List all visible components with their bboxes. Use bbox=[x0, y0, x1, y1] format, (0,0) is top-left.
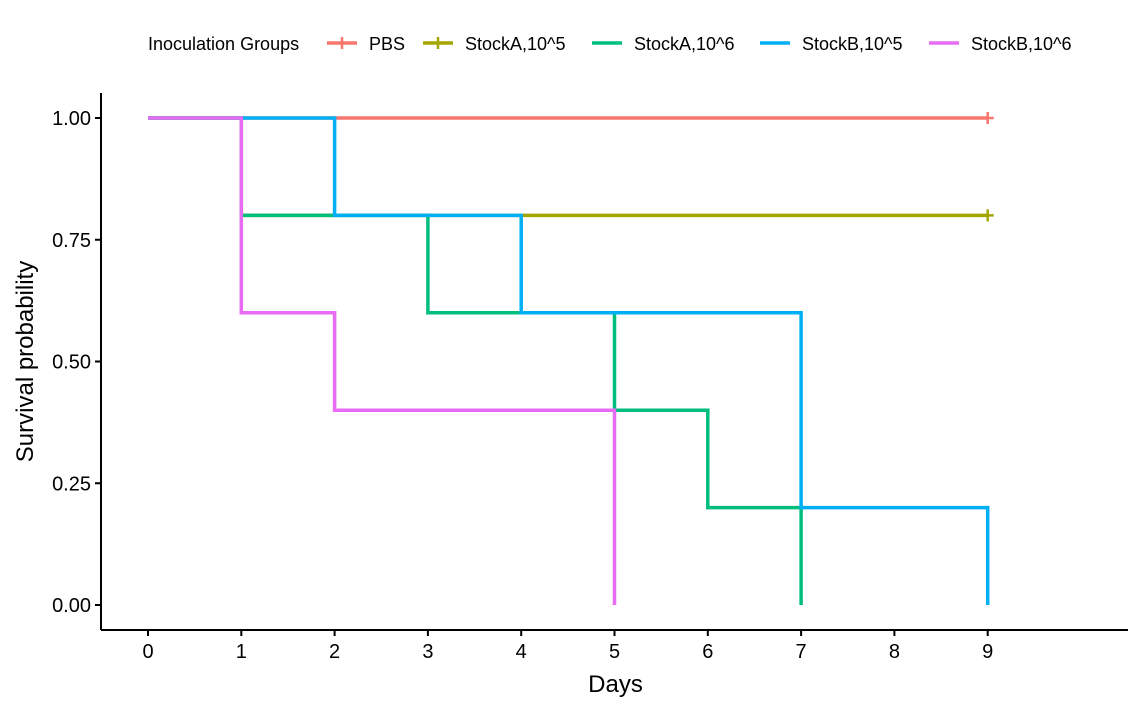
censor-mark bbox=[981, 209, 994, 222]
axes: 0.00 0.25 0.50 0.75 1.00 0 1 2 3 4 5 6 7 8 9 bbox=[52, 93, 1128, 663]
censor-mark bbox=[981, 112, 994, 124]
x-tick-label: 9 bbox=[982, 641, 993, 663]
series-line bbox=[148, 116, 803, 605]
series-1 bbox=[148, 116, 994, 222]
series-line bbox=[148, 116, 617, 605]
x-tick-label: 1 bbox=[236, 641, 247, 663]
legend: Inoculation Groups PBS StockA,10^5 StockA,… bbox=[148, 34, 1072, 54]
legend-label: StockA,10^5 bbox=[465, 34, 566, 54]
legend-item: StockA,10^5 bbox=[423, 34, 566, 54]
y-tick-label: 0.75 bbox=[52, 230, 91, 252]
x-tick-label: 6 bbox=[702, 641, 713, 663]
legend-item: StockA,10^6 bbox=[592, 34, 735, 54]
x-tick-label: 0 bbox=[142, 641, 153, 663]
series-line bbox=[148, 116, 988, 218]
x-tick-label: 2 bbox=[329, 641, 340, 663]
y-tick-label: 1.00 bbox=[52, 108, 91, 130]
x-tick-label: 5 bbox=[609, 641, 620, 663]
y-tick-label: 0.25 bbox=[52, 473, 91, 495]
y-tick-label: 0.00 bbox=[52, 595, 91, 617]
legend-item: StockB,10^6 bbox=[929, 34, 1072, 54]
series-3 bbox=[148, 116, 990, 605]
series-layer bbox=[148, 112, 994, 605]
x-tick-label: 4 bbox=[516, 641, 527, 663]
legend-label: StockB,10^5 bbox=[802, 34, 903, 54]
x-axis-title: Days bbox=[588, 671, 643, 698]
legend-label: StockA,10^6 bbox=[634, 34, 735, 54]
legend-item: PBS bbox=[327, 34, 405, 54]
legend-item: StockB,10^5 bbox=[760, 34, 903, 54]
x-tick-label: 3 bbox=[422, 641, 433, 663]
legend-title: Inoculation Groups bbox=[148, 34, 299, 54]
y-axis-title: Survival probability bbox=[12, 261, 39, 462]
series-2 bbox=[148, 116, 803, 605]
y-tick-label: 0.50 bbox=[52, 352, 91, 374]
legend-label: PBS bbox=[369, 34, 405, 54]
legend-label: StockB,10^6 bbox=[971, 34, 1072, 54]
x-tick-label: 7 bbox=[796, 641, 807, 663]
series-4 bbox=[148, 116, 617, 605]
series-line bbox=[148, 116, 990, 605]
x-tick-label: 8 bbox=[889, 641, 900, 663]
